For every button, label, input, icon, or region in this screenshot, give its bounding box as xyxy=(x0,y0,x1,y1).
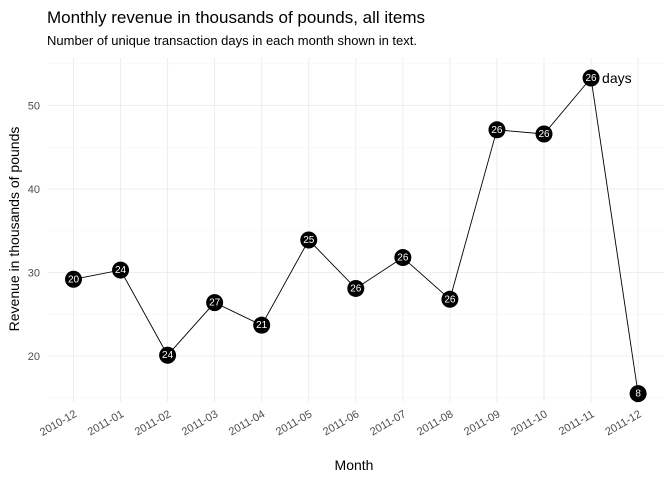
data-point xyxy=(535,125,553,143)
point-label: 26 xyxy=(444,294,456,305)
y-tick-label: 50 xyxy=(28,101,40,113)
data-point xyxy=(488,121,506,139)
x-tick-label: 2011-08 xyxy=(415,408,455,438)
x-tick-label: 2011-04 xyxy=(227,408,267,438)
data-points: 20 24 24 27 21 25 26 26 26 26 26 26 8 xyxy=(65,69,647,403)
x-tick-label: 2010-12 xyxy=(38,408,79,439)
x-tick-label: 2011-02 xyxy=(133,408,173,438)
point-label: 21 xyxy=(256,320,268,331)
point-label: 27 xyxy=(209,298,221,309)
x-tick-label: 2011-11 xyxy=(557,408,597,438)
x-axis-ticks: 2010-12 2011-01 2011-02 2011-03 2011-04 2011-… xyxy=(38,408,644,439)
point-label: 26 xyxy=(397,253,409,264)
data-point xyxy=(300,231,318,249)
y-axis-title: Revenue in thousands of pounds xyxy=(6,127,22,332)
y-tick-label: 30 xyxy=(28,268,40,280)
x-tick-label: 2011-05 xyxy=(274,408,314,438)
point-label: 8 xyxy=(635,389,641,400)
point-label: 24 xyxy=(115,265,127,276)
data-point xyxy=(253,316,271,334)
x-tick-label: 2011-01 xyxy=(86,408,126,438)
point-label: 26 xyxy=(350,283,362,294)
x-tick-label: 2011-06 xyxy=(321,408,361,438)
chart-subtitle: Number of unique transaction days in eac… xyxy=(47,33,417,48)
data-point xyxy=(582,69,600,87)
x-tick-label: 2011-09 xyxy=(462,408,502,438)
x-tick-label: 2011-07 xyxy=(368,408,408,438)
x-tick-label: 2011-10 xyxy=(509,408,549,438)
data-point xyxy=(347,279,365,297)
point-label: 26 xyxy=(585,73,597,84)
data-point xyxy=(394,249,412,267)
point-label: 26 xyxy=(491,125,503,136)
x-axis-title: Month xyxy=(335,457,374,473)
chart-title: Monthly revenue in thousands of pounds, … xyxy=(47,8,425,27)
point-label: 20 xyxy=(68,274,80,285)
data-point xyxy=(206,294,224,312)
grid xyxy=(47,58,664,402)
data-point xyxy=(159,346,177,364)
y-axis-ticks: 20 30 40 50 xyxy=(28,101,40,363)
y-tick-label: 20 xyxy=(28,351,40,363)
point-label: 26 xyxy=(538,129,550,140)
data-point xyxy=(441,290,459,308)
x-tick-label: 2011-12 xyxy=(603,408,643,438)
x-tick-label: 2011-03 xyxy=(180,408,220,438)
data-point xyxy=(65,270,82,288)
point-label: 25 xyxy=(303,235,315,246)
point-label: 24 xyxy=(162,350,174,361)
data-point xyxy=(629,385,647,403)
data-point xyxy=(112,261,130,279)
y-tick-label: 40 xyxy=(28,184,40,196)
days-annotation: days xyxy=(602,70,632,86)
